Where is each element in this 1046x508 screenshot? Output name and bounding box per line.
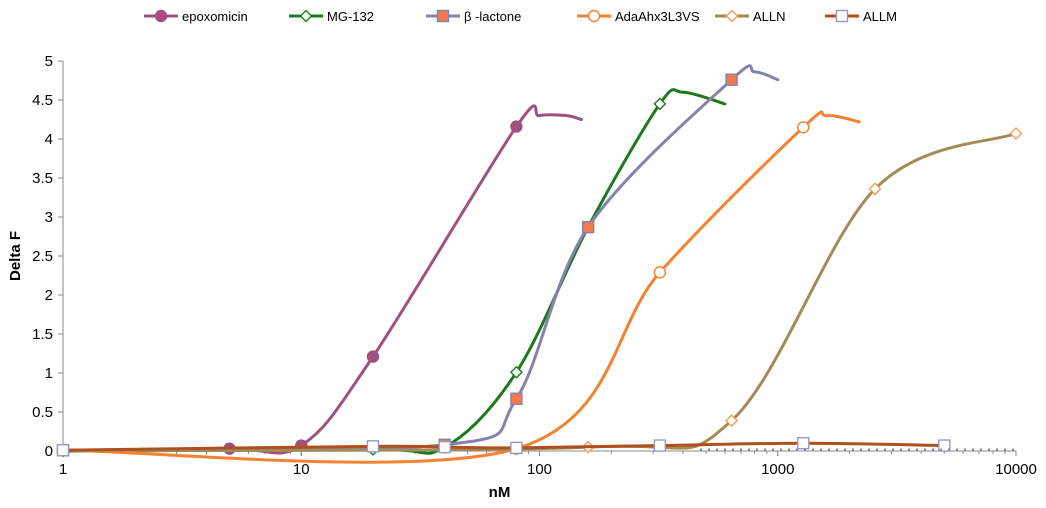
series-0 xyxy=(56,104,583,457)
y-tick-label: 2.5 xyxy=(32,248,53,265)
data-point xyxy=(510,392,523,405)
data-point xyxy=(581,220,595,234)
data-point xyxy=(438,440,451,454)
x-tick-label: 1 xyxy=(59,461,67,478)
data-point xyxy=(938,439,951,452)
data-point xyxy=(366,440,380,453)
legend-marker xyxy=(725,9,739,23)
x-tick-label: 100 xyxy=(527,461,552,478)
series-5 xyxy=(56,437,951,457)
data-point xyxy=(653,439,667,452)
legend-marker xyxy=(587,9,601,23)
legend-item-4: ALLN xyxy=(715,9,786,24)
data-point xyxy=(868,182,882,196)
y-tick-label: 1 xyxy=(45,365,53,382)
legend-label: epoxomicin xyxy=(182,9,248,24)
data-point xyxy=(653,97,667,111)
legend-label: ALLN xyxy=(753,9,786,24)
x-tick-label: 1000 xyxy=(761,461,794,478)
legend: epoxomicin MG-132 β -lactone AdaAhx3L3VS ALL… xyxy=(144,9,897,24)
x-tick-label: 10 xyxy=(293,461,310,478)
legend-item-2: β -lactone xyxy=(426,9,521,24)
legend-label: MG-132 xyxy=(327,9,374,24)
series-line xyxy=(61,104,583,455)
x-tick-label: 10000 xyxy=(995,461,1037,478)
y-tick-label: 3.5 xyxy=(32,170,53,187)
data-point xyxy=(653,266,667,279)
legend-marker xyxy=(436,9,450,23)
y-tick-label: 5 xyxy=(45,53,53,70)
y-tick-label: 0.5 xyxy=(32,404,53,421)
x-axis-title: nM xyxy=(489,484,511,501)
y-tick-label: 0 xyxy=(45,443,53,460)
y-axis-title: Delta F xyxy=(7,231,24,281)
y-tick-label: 1.5 xyxy=(32,326,53,343)
data-point xyxy=(797,437,810,450)
legend-label: AdaAhx3L3VS xyxy=(615,9,700,24)
legend-item-1: MG-132 xyxy=(289,9,374,24)
y-tick-label: 4.5 xyxy=(32,92,53,109)
series-line xyxy=(61,64,780,452)
legend-label: β -lactone xyxy=(464,9,521,24)
data-point xyxy=(56,444,70,457)
legend-marker xyxy=(299,9,313,23)
data-point xyxy=(510,441,523,455)
legend-label: ALLM xyxy=(863,9,897,24)
y-tick-label: 2 xyxy=(45,287,53,304)
axes: 0 0.5 1 1.5 2 2.5 3 3.5 4 4.5 5 1 10 100 1000 10000 xyxy=(32,53,1037,478)
data-point xyxy=(509,365,523,379)
series-4 xyxy=(56,127,1023,457)
series-3 xyxy=(56,110,861,464)
legend-item-5: ALLM xyxy=(825,9,897,24)
legend-item-0: epoxomicin xyxy=(144,9,248,24)
legend-marker xyxy=(154,9,168,23)
y-tick-label: 4 xyxy=(45,131,53,148)
series-layer xyxy=(56,64,1023,464)
data-point xyxy=(725,73,738,86)
series-line xyxy=(61,88,727,455)
y-tick-label: 3 xyxy=(45,209,53,226)
data-point xyxy=(1009,127,1023,141)
data-point xyxy=(510,120,523,133)
series-line xyxy=(61,132,1018,452)
legend-item-3: AdaAhx3L3VS xyxy=(577,9,700,24)
data-point xyxy=(797,121,810,134)
series-line xyxy=(61,110,861,464)
series-1 xyxy=(56,88,727,458)
data-point xyxy=(366,350,380,363)
legend-marker xyxy=(835,9,849,23)
data-point xyxy=(725,414,739,428)
